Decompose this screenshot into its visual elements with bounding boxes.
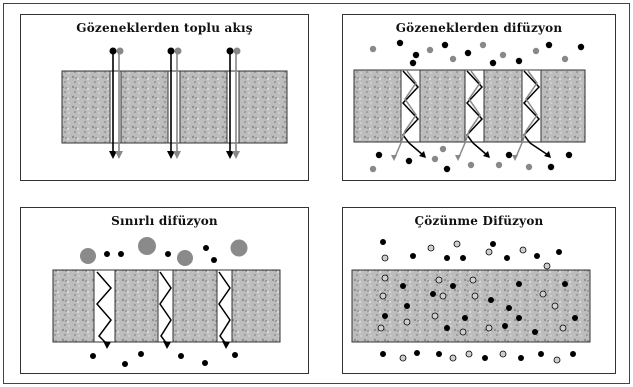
solution-diffusion-drawing [351, 239, 591, 364]
particles-top [380, 239, 562, 270]
boundary-diffusion-drawing [52, 237, 281, 367]
particles-bottom [369, 145, 573, 173]
membrane-blocks [61, 70, 288, 144]
pore-diffusion-drawing [353, 39, 586, 173]
panel-boundary-diffusion: Sınırlı difüzyon [20, 207, 309, 374]
particles-inside [377, 274, 578, 336]
panel-title-boundary-diffusion: Sınırlı difüzyon [111, 214, 218, 228]
panel-title-solution-diffusion: Çözünme Difüzyon [414, 214, 544, 228]
bulk-flow-drawing [61, 47, 288, 159]
membrane-blocks [52, 269, 281, 343]
membrane-blocks [353, 69, 586, 143]
zigzag-paths [96, 271, 231, 345]
particles-top [369, 39, 585, 67]
panel-title-pore-diffusion: Gözeneklerden difüzyon [395, 21, 563, 35]
exit-arrows [103, 341, 230, 349]
small-particles [90, 245, 238, 367]
large-particles [80, 237, 248, 266]
exit-arrows [391, 142, 551, 161]
figure-frame [3, 3, 630, 384]
panel-bulk-flow: Gözeneklerden toplu akış [20, 14, 309, 181]
panel-title-bulk-flow: Gözeneklerden toplu akış [76, 21, 253, 35]
flow-arrows [109, 53, 240, 159]
zigzag-paths [400, 70, 541, 144]
particles [109, 47, 241, 55]
panel-pore-diffusion: Gözeneklerden difüzyon [342, 14, 616, 181]
panel-solution-diffusion: Çözünme Difüzyon [342, 207, 616, 374]
particles-bottom [380, 350, 576, 364]
